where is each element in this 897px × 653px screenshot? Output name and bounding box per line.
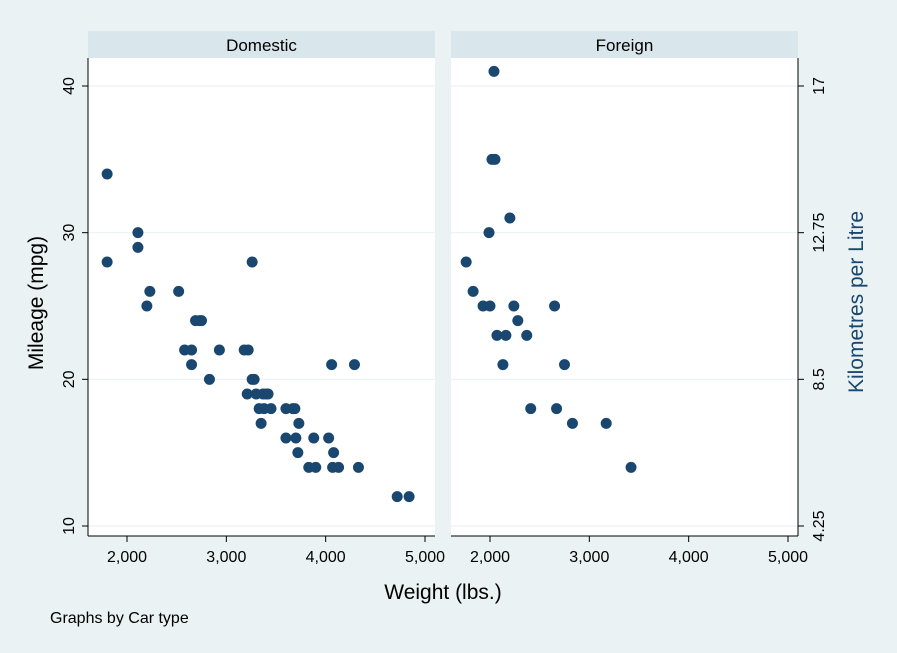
data-point-foreign — [512, 315, 524, 327]
x-axis-title: Weight (lbs.) — [384, 581, 501, 604]
x-tick-label: 4,000 — [306, 549, 346, 566]
data-point-domestic — [310, 461, 322, 473]
data-point-foreign — [600, 417, 612, 429]
x-tick-label: 5,000 — [768, 549, 808, 566]
y2-tick-label: 4.25 — [811, 510, 828, 541]
data-point-foreign — [551, 403, 563, 415]
x-tick-label: 2,000 — [107, 549, 147, 566]
data-point-foreign — [497, 359, 509, 371]
y-axis-title: Mileage (mpg) — [25, 236, 48, 370]
x-tick-label: 5,000 — [405, 549, 445, 566]
data-point-domestic — [203, 373, 215, 385]
data-point-domestic — [289, 403, 301, 415]
data-point-domestic — [255, 417, 267, 429]
y2-tick-label: 17 — [811, 77, 828, 95]
y-tick-label: 20 — [61, 370, 78, 388]
panel-title-domestic: Domestic — [226, 36, 297, 55]
data-point-foreign — [491, 329, 503, 341]
y-tick-label: 10 — [61, 517, 78, 535]
data-point-foreign — [521, 329, 533, 341]
data-point-domestic — [132, 227, 144, 239]
data-point-foreign — [504, 212, 516, 224]
x-tick-label: 3,000 — [206, 549, 246, 566]
data-point-domestic — [242, 344, 254, 356]
plot-area-foreign — [451, 58, 798, 536]
data-point-domestic — [246, 256, 258, 268]
data-point-foreign — [559, 359, 570, 371]
data-point-domestic — [213, 344, 225, 356]
y-tick-label: 30 — [61, 224, 78, 242]
panel-header-domestic — [88, 31, 435, 58]
data-point-foreign — [625, 461, 637, 473]
data-point-domestic — [290, 432, 302, 444]
data-point-domestic — [186, 344, 198, 356]
data-point-domestic — [403, 491, 415, 503]
y-tick-label: 40 — [61, 77, 78, 95]
data-point-domestic — [308, 432, 320, 444]
panel-header-foreign — [451, 31, 798, 58]
data-point-domestic — [144, 285, 156, 297]
data-point-domestic — [262, 388, 274, 400]
data-point-foreign — [489, 153, 501, 165]
data-point-domestic — [186, 359, 198, 371]
data-point-domestic — [328, 447, 340, 459]
data-point-foreign — [525, 403, 537, 415]
data-point-domestic — [173, 285, 185, 297]
data-point-domestic — [352, 461, 364, 473]
data-point-domestic — [293, 417, 305, 429]
data-point-foreign — [500, 329, 512, 341]
graphs-by-note: Graphs by Car type — [50, 610, 189, 627]
data-point-foreign — [566, 417, 578, 429]
data-point-domestic — [132, 241, 144, 253]
y2-tick-label: 8.5 — [811, 368, 828, 390]
data-point-foreign — [460, 256, 472, 268]
scatter-points — [101, 65, 637, 503]
data-point-domestic — [241, 388, 253, 400]
data-point-domestic — [141, 300, 153, 312]
data-point-foreign — [508, 300, 520, 312]
data-point-domestic — [280, 432, 292, 444]
x-tick-label: 3,000 — [569, 549, 609, 566]
y2-axis-title: Kilometres per Litre — [845, 211, 868, 393]
x-tick-label: 2,000 — [470, 549, 510, 566]
data-point-domestic — [292, 447, 304, 459]
data-point-foreign — [467, 285, 479, 297]
data-point-domestic — [101, 256, 113, 268]
data-point-domestic — [323, 432, 335, 444]
data-point-foreign — [488, 65, 500, 77]
data-point-domestic — [196, 315, 207, 327]
data-point-foreign — [484, 300, 496, 312]
gridlines — [88, 85, 798, 527]
data-point-domestic — [391, 491, 403, 503]
axes: 2,000 3,000 4,000 5,000 2,000 3,000 4,000 5,000… — [61, 58, 828, 566]
data-point-foreign — [549, 300, 561, 312]
data-point-domestic — [333, 461, 345, 473]
data-point-domestic — [326, 359, 338, 371]
panel-title-foreign: Foreign — [596, 36, 654, 55]
data-point-domestic — [248, 373, 260, 385]
data-point-foreign — [483, 227, 495, 239]
y2-tick-label: 12.75 — [811, 213, 828, 253]
data-point-domestic — [101, 168, 113, 180]
data-point-domestic — [265, 403, 277, 415]
plot-area-domestic — [88, 58, 435, 536]
x-tick-label: 4,000 — [669, 549, 709, 566]
data-point-domestic — [348, 359, 360, 371]
